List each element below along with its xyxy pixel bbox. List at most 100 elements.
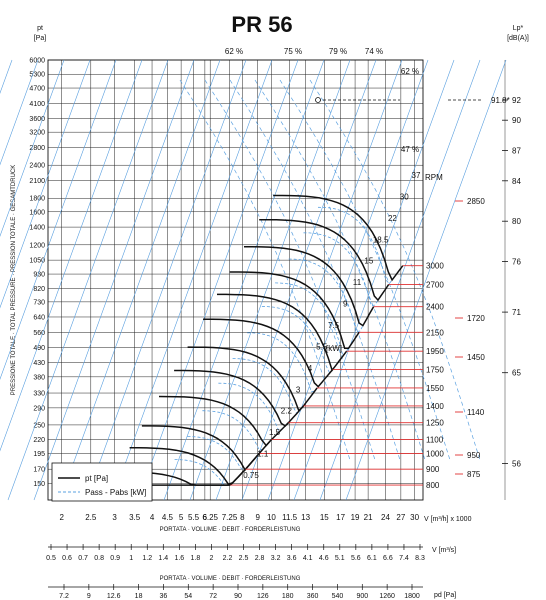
pressure-curve-rpm-1550 [187, 346, 318, 413]
y-tick-490: 490 [33, 345, 45, 352]
x-tick-3.5: 3.5 [129, 513, 141, 522]
axis3-tick-10: 360 [307, 593, 319, 600]
x-tick-19: 19 [351, 513, 360, 522]
sound-tick-56: 56 [512, 460, 521, 469]
power-label-15: 15 [364, 257, 373, 266]
power-label-22: 22 [388, 214, 397, 223]
efficiency-curve-1 [204, 79, 376, 461]
axis2-tick-6: 1.2 [142, 555, 152, 562]
x-tick-15: 15 [320, 513, 329, 522]
x-tick-21: 21 [364, 513, 373, 522]
x-tick-5: 5 [179, 513, 184, 522]
y-tick-290: 290 [33, 405, 45, 412]
axis2-tick-19: 5.6 [351, 555, 361, 562]
motor-rpm-2850: 2850 [467, 197, 485, 206]
y-tick-380: 380 [33, 374, 45, 381]
efficiency-label-4: 62 % [401, 67, 419, 76]
system-line-13 [345, 59, 507, 501]
x-tick-27: 27 [396, 513, 405, 522]
rpm-value-1250: 1250 [426, 419, 444, 428]
power-labels: 0.75 1.1 1.5 2.2 3 4 5.5 7.5 9 11 15 18.5 22 30 37 [243, 171, 421, 480]
y-tick-250: 250 [33, 422, 45, 429]
x-axis-unit: V [m³/h] x 1000 [424, 516, 472, 523]
power-label-30: 30 [400, 192, 409, 201]
y-tick-2400: 2400 [29, 163, 45, 170]
system-line-12 [319, 59, 481, 501]
pressure-curve-rpm-1100 [141, 425, 272, 472]
power-curve-9 [275, 282, 354, 357]
y-tick-930: 930 [33, 272, 45, 279]
x-tick-11.5: 11.5 [282, 513, 298, 522]
power-label-1.1: 1.1 [257, 450, 269, 459]
power-label-11: 11 [353, 278, 362, 287]
axis2-tick-13: 2.8 [255, 555, 265, 562]
axis2-tick-18: 5.1 [335, 555, 345, 562]
efficiency-curve-5 [309, 79, 481, 461]
y-tick-560: 560 [33, 330, 45, 337]
axis2-tick-14: 3.2 [271, 555, 281, 562]
system-line-6 [163, 59, 325, 501]
system-line--2 [0, 59, 117, 380]
axis2-tick-0: 0.5 [46, 555, 56, 562]
system-line--1 [0, 59, 143, 452]
power-label-9: 9 [343, 300, 348, 309]
rpm-value-1100: 1100 [426, 436, 444, 445]
rpm-value-900: 900 [426, 465, 440, 474]
y-tick-430: 430 [33, 360, 45, 367]
rpm-value-1400: 1400 [426, 402, 444, 411]
legend: pt [Pa] Pass - Pabs [kW] [51, 462, 153, 502]
motor-rpm-875: 875 [467, 470, 481, 479]
axis3-tick-4: 36 [160, 593, 168, 600]
axis2-tick-2: 0.7 [78, 555, 88, 562]
system-line--3 [0, 59, 91, 309]
power-label-18.5: 18.5 [373, 235, 389, 244]
motor-rpm-marks: 2850 1720 1450 1140 950 875 [455, 197, 485, 479]
x-tick-30: 30 [410, 513, 419, 522]
power-label-7.5: 7.5 [328, 321, 340, 330]
x-tick-3: 3 [112, 513, 117, 522]
system-line-0 [7, 59, 169, 501]
sound-tick-87: 87 [512, 147, 521, 156]
axis2-tick-12: 2.5 [239, 555, 249, 562]
plot-frame [47, 59, 424, 501]
y-tick-3600: 3600 [29, 116, 45, 123]
motor-rpm-1450: 1450 [467, 353, 485, 362]
rpm-diagonal-lines [0, 59, 507, 501]
y-tick-195: 195 [33, 451, 45, 458]
power-curve-8 [261, 306, 341, 374]
rpm-value-1950: 1950 [426, 347, 444, 356]
x-tick-4.5: 4.5 [162, 513, 174, 522]
axis2-tick-23: 8.3 [415, 555, 425, 562]
system-line-9 [241, 59, 403, 501]
rpm-value-2150: 2150 [426, 328, 444, 337]
power-label-37: 37 [412, 171, 421, 180]
axis2-tick-8: 1.6 [174, 555, 184, 562]
sound-axis: 92 90 87 84 80 76 71 65 56 [502, 96, 521, 469]
axis2-tick-9: 1.8 [191, 555, 201, 562]
power-curve-4 [202, 410, 281, 451]
power-curve-5 [218, 382, 297, 432]
y-tick-150: 150 [33, 481, 45, 488]
axis3-tick-11: 540 [332, 593, 344, 600]
x-tick-2.5: 2.5 [85, 513, 97, 522]
y-tick-820: 820 [33, 286, 45, 293]
x-tick-6: 6 [203, 513, 208, 522]
power-label-4: 4 [308, 364, 313, 373]
axis2-ticks: 0.5 0.6 0.7 0.8 0.9 1 1.2 1.4 1.6 1.8 2 2.2 2.5 2.8 3.… [46, 544, 425, 562]
sound-tick-71: 71 [512, 308, 521, 317]
y-tick-1200: 1200 [29, 242, 45, 249]
y-tick-730: 730 [33, 299, 45, 306]
efficiency-label-0: 62 % [225, 47, 243, 56]
rpm-value-2400: 2400 [426, 303, 444, 312]
x-axis-label: PORTATA · VOLUME · DEBIT · FORDERLEISTUN… [160, 527, 301, 533]
axis2-tick-3: 0.8 [94, 555, 104, 562]
x-tick-labels: 2 2.5 3 3.5 4 4.5 5 5.5 66.25 7.25 8 9 10 11.5 13 15 17 1… [60, 513, 420, 522]
axis2-tick-22: 7.4 [399, 555, 409, 562]
sound-tick-90: 90 [512, 116, 521, 125]
y-tick-1400: 1400 [29, 225, 45, 232]
rpm-value-1000: 1000 [426, 449, 444, 458]
x-tick-5.5: 5.5 [188, 513, 200, 522]
power-curve-11 [303, 232, 382, 306]
sound-axis-label: Lp* [513, 25, 524, 32]
rpm-value-1550: 1550 [426, 384, 444, 393]
